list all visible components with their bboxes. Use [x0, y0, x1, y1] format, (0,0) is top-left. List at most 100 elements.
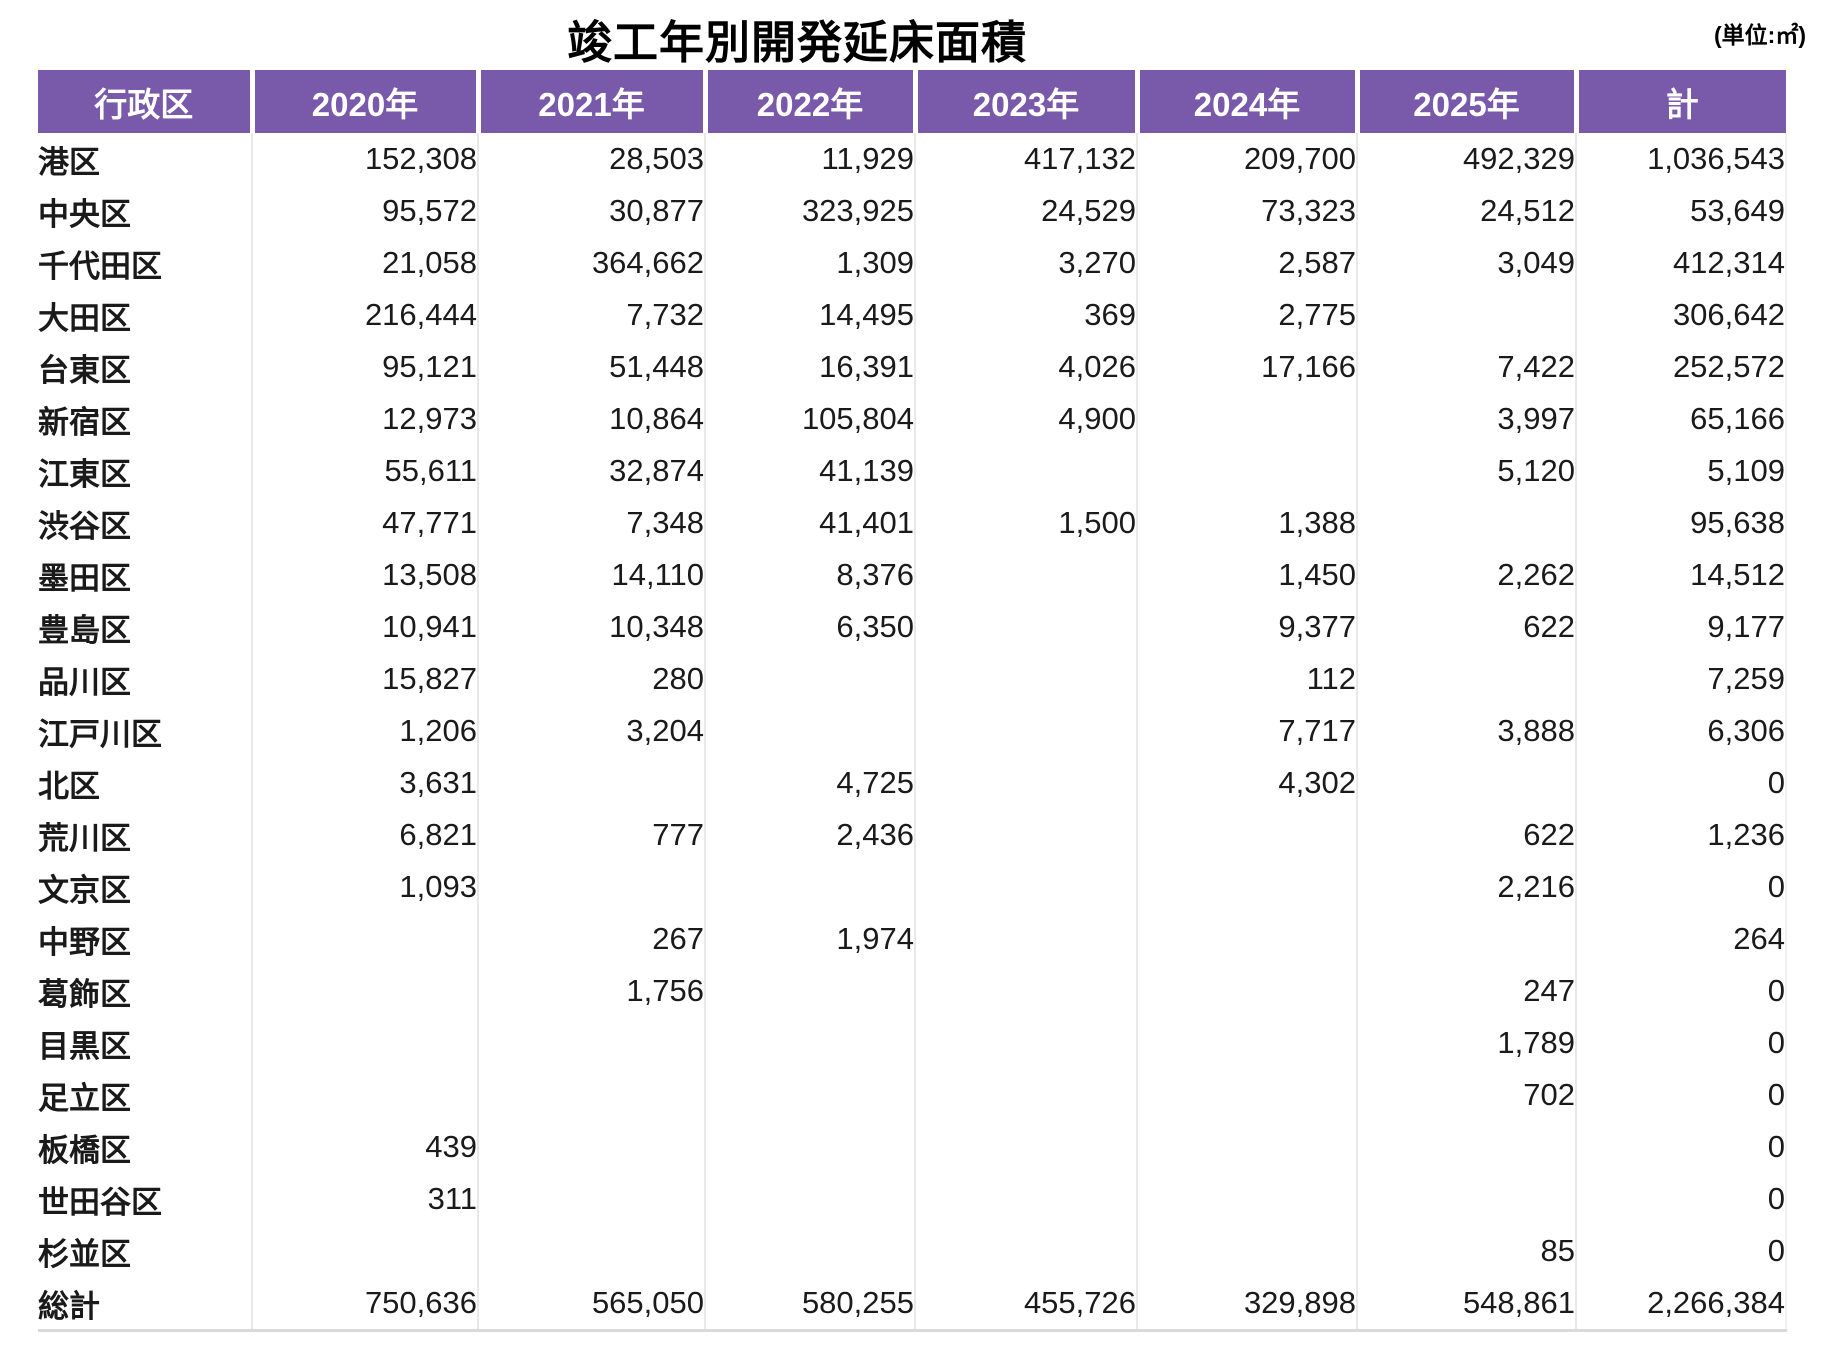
value-cell: 0	[1575, 757, 1787, 809]
value-cell	[704, 1069, 915, 1121]
value-cell	[477, 861, 705, 913]
value-cell: 0	[1575, 1017, 1787, 1069]
value-cell: 417,132	[914, 133, 1137, 185]
ward-name-cell: 足立区	[38, 1069, 252, 1121]
value-cell: 0	[1575, 1225, 1787, 1277]
value-cell: 95,572	[251, 185, 478, 237]
value-cell: 13,508	[251, 549, 478, 601]
table-row: 文京区 1,093 2,216 0	[38, 861, 1787, 913]
value-cell: 95,638	[1575, 497, 1787, 549]
value-cell: 28,503	[477, 133, 705, 185]
value-cell: 1,974	[704, 913, 915, 965]
value-cell: 455,726	[914, 1277, 1137, 1332]
column-header: 2022年	[702, 70, 915, 133]
value-cell	[914, 653, 1137, 705]
value-cell: 7,422	[1356, 341, 1576, 393]
table-row: 千代田区 21,058 364,662 1,309 3,270 2,587 3,049 412…	[38, 237, 1787, 289]
floor-area-table: 行政区 2020年 2021年 2022年 2023年 2024年 2025年計 港区 152…	[38, 70, 1787, 1332]
value-cell: 2,216	[1356, 861, 1576, 913]
value-cell: 4,302	[1136, 757, 1357, 809]
value-cell	[251, 1069, 478, 1121]
value-cell	[251, 913, 478, 965]
value-cell: 9,177	[1575, 601, 1787, 653]
value-cell: 1,789	[1356, 1017, 1576, 1069]
table-row: 杉並区 85 0	[38, 1225, 1787, 1277]
value-cell: 30,877	[477, 185, 705, 237]
value-cell	[914, 445, 1137, 497]
value-cell	[477, 1173, 705, 1225]
value-cell	[704, 965, 915, 1017]
value-cell: 0	[1575, 1121, 1787, 1173]
value-cell: 7,732	[477, 289, 705, 341]
ward-name-cell: 葛飾区	[38, 965, 252, 1017]
value-cell: 2,436	[704, 809, 915, 861]
table-row: 台東区 95,121 51,448 16,391 4,026 17,166 7,422 252…	[38, 341, 1787, 393]
table-row: 豊島区 10,941 10,348 6,350 9,377 622 9,177	[38, 601, 1787, 653]
value-cell	[704, 861, 915, 913]
value-cell: 439	[251, 1121, 478, 1173]
ward-name-cell: 文京区	[38, 861, 252, 913]
value-cell: 329,898	[1136, 1277, 1357, 1332]
value-cell	[914, 757, 1137, 809]
value-cell: 10,941	[251, 601, 478, 653]
value-cell	[251, 1225, 478, 1277]
value-cell: 1,206	[251, 705, 478, 757]
value-cell: 777	[477, 809, 705, 861]
value-cell: 4,026	[914, 341, 1137, 393]
value-cell: 3,204	[477, 705, 705, 757]
value-cell	[914, 1173, 1137, 1225]
value-cell: 2,587	[1136, 237, 1357, 289]
table-row: 江東区 55,611 32,874 41,139 5,120 5,109	[38, 445, 1787, 497]
value-cell	[1356, 913, 1576, 965]
value-cell: 15,827	[251, 653, 478, 705]
value-cell: 3,049	[1356, 237, 1576, 289]
ward-name-cell: 杉並区	[38, 1225, 252, 1277]
value-cell: 216,444	[251, 289, 478, 341]
table-row: 港区 152,308 28,503 11,929 417,132 209,700 492,3…	[38, 133, 1787, 185]
value-cell: 11,929	[704, 133, 915, 185]
value-cell: 622	[1356, 809, 1576, 861]
value-cell: 6,306	[1575, 705, 1787, 757]
ward-name-cell: 大田区	[38, 289, 252, 341]
ward-name-cell: 江東区	[38, 445, 252, 497]
table-row: 墨田区 13,508 14,110 8,376 1,450 2,262 14,512	[38, 549, 1787, 601]
value-cell	[1136, 809, 1357, 861]
value-cell: 1,756	[477, 965, 705, 1017]
value-cell: 264	[1575, 913, 1787, 965]
value-cell: 85	[1356, 1225, 1576, 1277]
value-cell	[1136, 1017, 1357, 1069]
value-cell: 12,973	[251, 393, 478, 445]
value-cell	[477, 1225, 705, 1277]
table-row: 中野区 267 1,974 264	[38, 913, 1787, 965]
value-cell: 73,323	[1136, 185, 1357, 237]
table-row: 品川区 15,827 280 112 7,259	[38, 653, 1787, 705]
column-header: 行政区	[38, 70, 252, 133]
ward-name-cell: 総計	[38, 1277, 252, 1332]
value-cell: 9,377	[1136, 601, 1357, 653]
value-cell	[704, 705, 915, 757]
value-cell: 7,717	[1136, 705, 1357, 757]
table-row: 足立区 702 0	[38, 1069, 1787, 1121]
value-cell: 1,236	[1575, 809, 1787, 861]
value-cell	[1136, 861, 1357, 913]
value-cell	[1356, 757, 1576, 809]
value-cell	[914, 549, 1137, 601]
table-row: 世田谷区 311 0	[38, 1173, 1787, 1225]
value-cell	[1136, 445, 1357, 497]
value-cell: 1,500	[914, 497, 1137, 549]
value-cell: 51,448	[477, 341, 705, 393]
value-cell: 4,900	[914, 393, 1137, 445]
value-cell	[1136, 393, 1357, 445]
value-cell: 41,139	[704, 445, 915, 497]
value-cell	[477, 1017, 705, 1069]
value-cell	[914, 1069, 1137, 1121]
value-cell: 252,572	[1575, 341, 1787, 393]
value-cell	[914, 1225, 1137, 1277]
value-cell: 1,450	[1136, 549, 1357, 601]
value-cell: 1,036,543	[1575, 133, 1787, 185]
table-row: 北区 3,631 4,725 4,302 0	[38, 757, 1787, 809]
table-header-row: 行政区 2020年 2021年 2022年 2023年 2024年 2025年計	[38, 70, 1786, 133]
column-header: 2024年	[1134, 70, 1357, 133]
value-cell	[914, 861, 1137, 913]
value-cell	[1356, 289, 1576, 341]
